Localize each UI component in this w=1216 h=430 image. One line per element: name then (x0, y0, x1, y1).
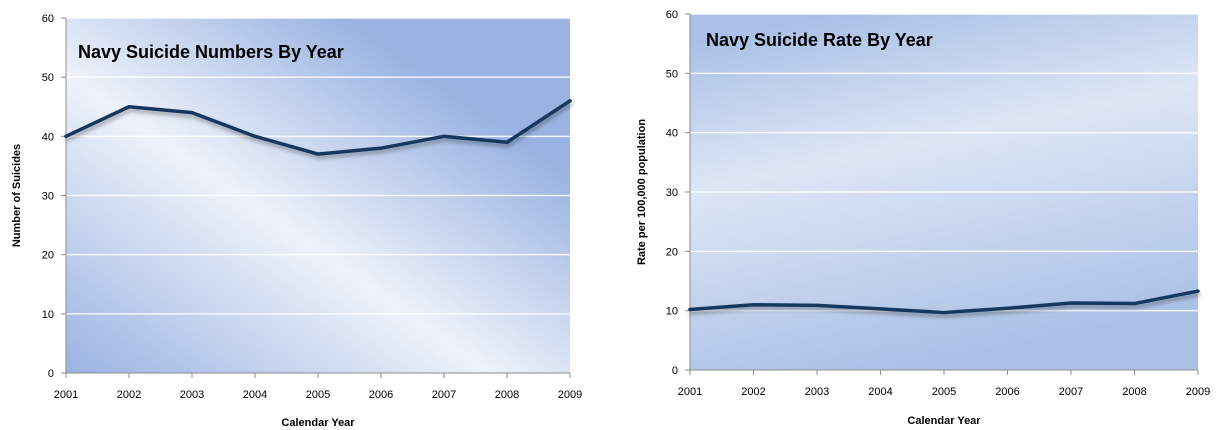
y-tick-label: 10 (666, 306, 678, 318)
y-tick-label: 50 (666, 68, 678, 80)
x-tick-label: 2008 (1122, 386, 1146, 398)
y-tick-label: 30 (666, 187, 678, 199)
chart-suicide-rate: 0 10 20 30 40 50 60 2001 2002 2003 2004 2005 2006 200… (620, 0, 1216, 430)
x-axis-title: Calendar Year (907, 415, 981, 427)
y-tick-label: 20 (42, 250, 54, 262)
data-point (442, 134, 446, 138)
y-tick-label: 10 (42, 309, 54, 321)
x-tick-label: 2005 (306, 389, 330, 401)
x-tick-label: 2009 (558, 389, 582, 401)
data-point (379, 146, 383, 150)
data-point (505, 140, 509, 144)
data-point (1196, 289, 1200, 293)
y-tick-label: 20 (666, 246, 678, 258)
x-tick-label: 2002 (117, 389, 141, 401)
x-tick-label: 2007 (1059, 386, 1083, 398)
data-point (568, 99, 572, 103)
x-tick-label: 2006 (995, 386, 1019, 398)
chart-suicide-numbers: 0 10 20 30 40 50 60 2001 2002 2003 2004 2005 2006 200… (0, 0, 600, 430)
x-tick-label: 2002 (741, 386, 765, 398)
data-point (316, 152, 320, 156)
chart-title: Navy Suicide Numbers By Year (78, 42, 344, 62)
data-point (752, 303, 755, 307)
data-point (1006, 306, 1009, 310)
x-tick-label: 2003 (180, 389, 204, 401)
data-point (1069, 301, 1073, 305)
data-point (127, 105, 131, 109)
x-tick-label: 2004 (868, 386, 892, 398)
x-tick-label: 2006 (369, 389, 393, 401)
y-tick-label: 30 (42, 191, 54, 203)
y-tick-label: 0 (48, 368, 54, 380)
y-axis-title: Number of Suicides (11, 144, 23, 247)
y-tick-label: 60 (42, 13, 54, 25)
x-tick-label: 2003 (805, 386, 829, 398)
data-point (942, 310, 946, 314)
y-tick-label: 0 (672, 365, 678, 377)
data-point (815, 303, 819, 307)
y-axis-title: Rate per 100,000 population (636, 119, 648, 265)
data-point (688, 307, 692, 311)
y-tick-label: 60 (666, 9, 678, 21)
x-tick-label: 2001 (54, 389, 78, 401)
x-tick-label: 2007 (432, 389, 456, 401)
data-point (1133, 302, 1136, 306)
x-axis-title: Calendar Year (281, 417, 355, 429)
chart-suicide-rate-svg: 0 10 20 30 40 50 60 2001 2002 2003 2004 2005 2006 200… (636, 9, 1210, 427)
y-tick-label: 40 (666, 128, 678, 140)
data-point (253, 134, 257, 138)
x-tick-label: 2008 (495, 389, 519, 401)
x-tick-label: 2009 (1186, 386, 1210, 398)
data-point (190, 111, 194, 115)
x-tick-label: 2005 (932, 386, 956, 398)
y-tick-label: 50 (42, 72, 54, 84)
chart-suicide-numbers-svg: 0 10 20 30 40 50 60 2001 2002 2003 2004 2005 2006 200… (11, 13, 582, 429)
y-tick-label: 40 (42, 131, 54, 143)
x-tick-label: 2004 (243, 389, 267, 401)
data-point (879, 307, 882, 311)
data-point (64, 134, 68, 138)
x-tick-label: 2001 (678, 386, 702, 398)
chart-title: Navy Suicide Rate By Year (706, 30, 933, 50)
